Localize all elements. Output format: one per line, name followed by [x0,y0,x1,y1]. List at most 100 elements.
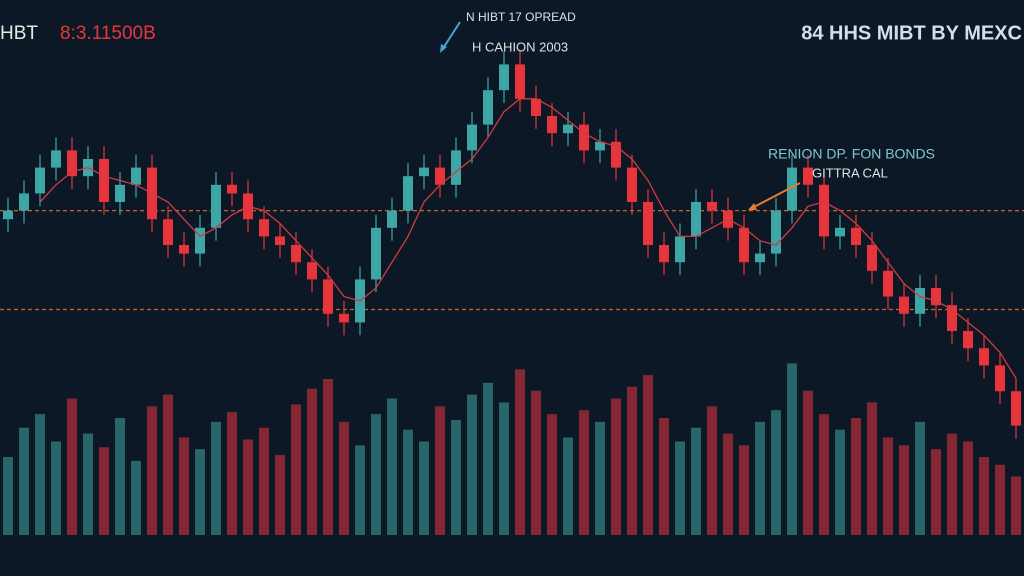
candle-body [899,296,909,314]
volume-bar [499,402,509,535]
volume-bar [851,418,861,535]
volume-bar [963,441,973,535]
candle-body [227,184,237,194]
candle-body [627,167,637,202]
volume-bar [355,445,365,535]
volume-bar [435,406,445,535]
volume-bar [931,449,941,535]
moving-average [39,98,1017,379]
candle-body [291,245,301,263]
volume-bar [867,402,877,535]
volume-bar [819,414,829,535]
candle-body [979,348,989,366]
price: 8:3.11500B [60,23,156,44]
candle-body [467,124,477,151]
candle-body [131,167,141,185]
volume-bar [531,390,541,535]
candle-body [739,227,749,263]
brand: 84 HHS MIBT BY MEXC [801,22,1022,44]
volume-bar [307,388,317,535]
candle-body [851,227,861,245]
volume-bar [451,419,461,535]
volume-bar [115,418,125,535]
candle-body [595,141,605,151]
candle-body [883,270,893,297]
volume-bar [755,421,765,535]
candle-body [547,116,557,134]
candle-body [35,167,45,194]
candle-body [307,262,317,280]
volume-bar [339,421,349,535]
annotation: GITTRA CAL [812,165,888,180]
volume-bar [995,464,1005,535]
volume-bar [691,427,701,535]
volume-bar [387,398,397,535]
volume-bar [659,418,669,535]
candle-body [67,150,77,177]
candle-body [403,176,413,211]
candle-body [99,159,109,202]
volume-bar [371,414,381,535]
volume-layer [3,363,1021,535]
volume-bar [291,404,301,535]
candle-body [3,210,13,220]
annotation: H CAHION 2003 [472,39,568,54]
symbol: HBT [0,23,38,44]
candle-body [771,210,781,254]
arrowhead [748,203,757,210]
candle-body [867,245,877,271]
candle-body [947,305,957,331]
candle-body [931,288,941,306]
candle-body [19,193,29,211]
candle-body [803,167,813,185]
arrow [751,182,801,209]
volume-bar [403,429,413,535]
volume-bar [787,363,797,535]
volume-bar [723,433,733,535]
candle-body [675,236,685,263]
candle-body [563,124,573,134]
arrow [441,21,461,51]
volume-bar [627,386,637,535]
price-layer [0,51,1024,439]
candle-body [387,210,397,228]
volume-bar [323,379,333,535]
volume-bar [771,410,781,535]
volume-bar [707,406,717,535]
volume-bar [563,437,573,535]
volume-bar [179,437,189,535]
candle-body [259,219,269,237]
volume-bar [835,429,845,535]
candle-body [323,279,333,314]
volume-bar [51,441,61,535]
candle-body [995,365,1005,392]
volume-bar [99,447,109,535]
candle-body [691,202,701,237]
candle-body [611,141,621,168]
candle-body [435,167,445,185]
volume-bar [35,414,45,535]
candle-body [787,167,797,211]
volume-bar [883,437,893,535]
volume-bar [515,369,525,535]
candle-body [115,184,125,202]
volume-bar [979,457,989,535]
candle-body [755,253,765,263]
candle-body [835,227,845,237]
volume-bar [227,412,237,535]
candle-body [499,64,509,91]
volume-bar [547,414,557,535]
candle-body [163,219,173,245]
volume-bar [611,398,621,535]
volume-bar [195,449,205,535]
volume-bar [467,394,477,535]
volume-bar [211,421,221,535]
volume-bar [3,457,13,535]
arrowhead [440,44,447,53]
volume-bar [595,421,605,535]
volume-bar [803,390,813,535]
volume-bar [259,427,269,535]
candle-body [371,227,381,280]
annotation: N HIBT 17 OPREAD [466,10,576,24]
volume-bar [643,375,653,535]
